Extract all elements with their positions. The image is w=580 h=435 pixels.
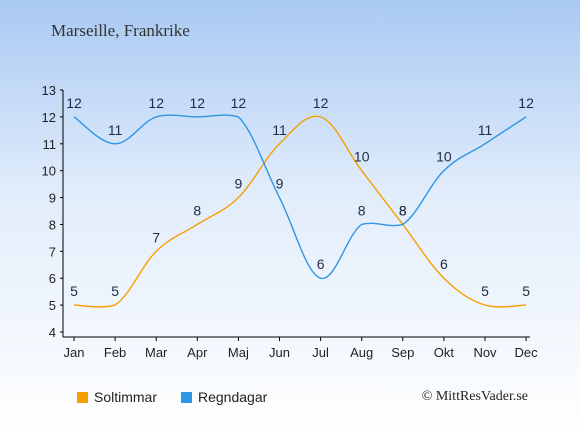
data-label-rain: 12 xyxy=(190,95,206,111)
data-label-sun: 6 xyxy=(440,256,448,272)
data-label-sun: 5 xyxy=(111,283,119,299)
data-label-rain: 11 xyxy=(478,122,493,138)
chart-title: Marseille, Frankrike xyxy=(51,21,190,40)
x-tick-label: Sep xyxy=(391,345,414,360)
x-tick-label: Maj xyxy=(228,345,249,360)
y-tick-label: 12 xyxy=(42,110,56,125)
y-tick-label: 4 xyxy=(49,325,56,340)
data-label-sun: 10 xyxy=(354,149,370,165)
x-tick-label: Jul xyxy=(312,345,329,360)
data-label-sun: 12 xyxy=(313,95,329,111)
y-tick-label: 11 xyxy=(43,137,57,152)
data-label-sun: 11 xyxy=(272,122,287,138)
x-tick-label: Nov xyxy=(473,345,497,360)
y-tick-label: 9 xyxy=(49,191,56,206)
data-label-rain: 12 xyxy=(518,95,534,111)
data-label-rain: 12 xyxy=(148,95,164,111)
data-label-rain: 12 xyxy=(66,95,82,111)
data-label-rain: 9 xyxy=(276,176,284,192)
y-tick-label: 13 xyxy=(42,83,56,98)
x-tick-label: Dec xyxy=(515,345,539,360)
data-label-rain: 10 xyxy=(436,149,452,165)
y-tick-label: 5 xyxy=(49,298,56,313)
x-tick-label: Mar xyxy=(145,345,168,360)
series-line-rain xyxy=(73,114,527,279)
data-label-sun: 8 xyxy=(399,202,407,218)
legend-swatch-sun xyxy=(77,391,88,403)
legend-swatch-rain xyxy=(181,391,192,403)
data-label-sun: 5 xyxy=(481,283,489,299)
y-tick-label: 10 xyxy=(42,164,56,179)
y-tick-label: 8 xyxy=(49,217,56,232)
data-label-rain: 6 xyxy=(317,256,325,272)
data-label-rain: 11 xyxy=(108,122,123,138)
x-tick-label: Apr xyxy=(187,345,208,360)
y-tick-label: 6 xyxy=(49,271,56,286)
x-tick-label: Jan xyxy=(64,345,85,360)
data-label-sun: 9 xyxy=(235,176,243,192)
data-label-rain: 8 xyxy=(399,202,407,218)
x-tick-label: Aug xyxy=(350,345,373,360)
data-label-sun: 5 xyxy=(522,283,530,299)
x-tick-label: Feb xyxy=(104,345,126,360)
data-label-sun: 5 xyxy=(70,283,78,299)
legend-item-sun: Soltimmar xyxy=(77,389,157,405)
data-label-rain: 8 xyxy=(358,202,366,218)
legend-label-rain: Regndagar xyxy=(198,389,268,405)
legend-label-sun: Soltimmar xyxy=(94,389,158,405)
series-line-sun xyxy=(73,115,527,308)
x-tick-label: Jun xyxy=(269,345,290,360)
data-label-sun: 8 xyxy=(193,202,201,218)
legend-item-rain: Regndagar xyxy=(181,389,267,405)
data-label-rain: 12 xyxy=(231,95,247,111)
copyright[interactable]: © MittResVader.se xyxy=(421,389,528,404)
x-tick-label: Okt xyxy=(434,345,455,360)
data-label-sun: 7 xyxy=(152,229,160,245)
y-tick-label: 7 xyxy=(49,244,56,259)
